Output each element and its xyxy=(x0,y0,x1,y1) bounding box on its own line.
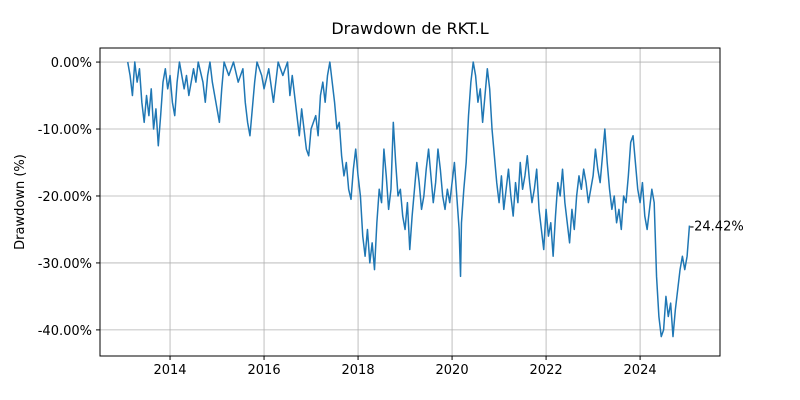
y-tick-label: -30.00% xyxy=(38,257,92,272)
y-tick-label: -40.00% xyxy=(38,324,92,339)
y-axis-label: Drawdown (%) xyxy=(13,154,28,250)
annotation: -24.42% xyxy=(689,220,743,235)
drawdown-line xyxy=(126,61,691,338)
x-tick-label: 2014 xyxy=(153,363,186,378)
y-tick-label: -10.00% xyxy=(38,123,92,138)
x-tick-label: 2022 xyxy=(530,363,563,378)
x-tick-label: 2020 xyxy=(436,363,469,378)
x-tick-label: 2024 xyxy=(624,363,657,378)
y-tick-label: 0.00% xyxy=(51,56,92,71)
plot-frame xyxy=(99,47,721,357)
y-tick-label: -20.00% xyxy=(38,190,92,205)
chart-title: Drawdown de RKT.L xyxy=(331,19,488,38)
x-tick-label: 2016 xyxy=(248,363,281,378)
x-tick-label: 2018 xyxy=(342,363,375,378)
